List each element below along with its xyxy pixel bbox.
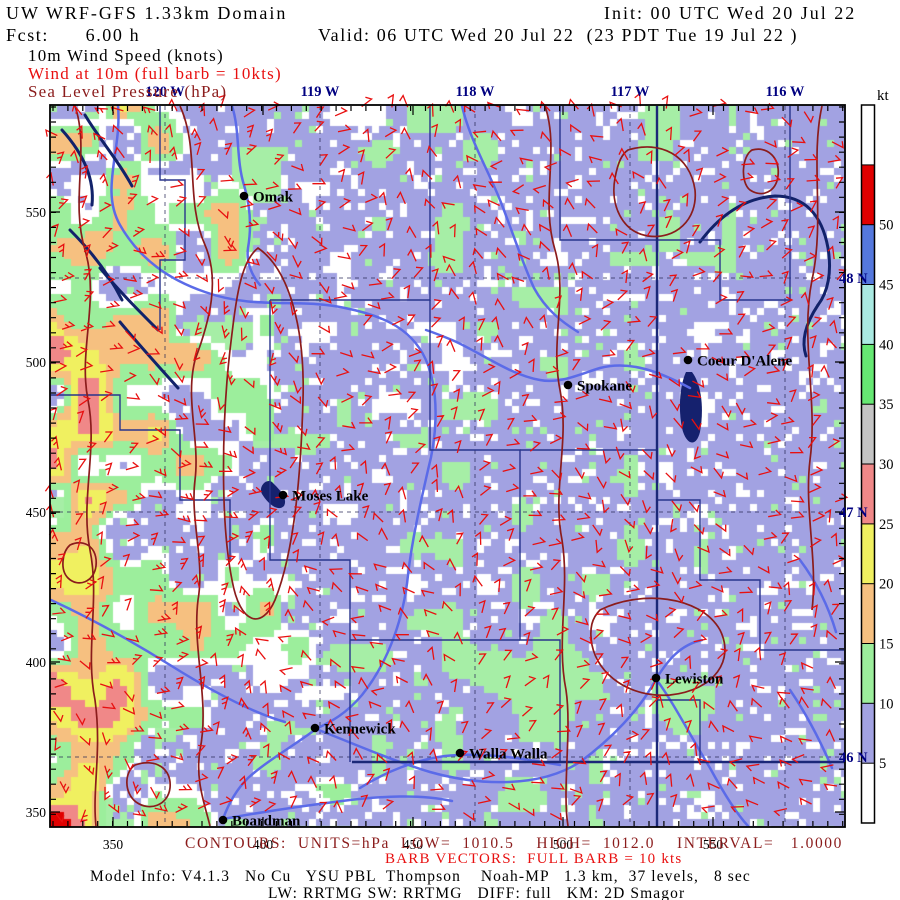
mountain-rivers [60,113,832,390]
longitude-labels: 120 W 119 W 118 W 117 W 116 W [145,84,805,100]
city-label: Lewiston [665,672,724,688]
svg-text:119 W: 119 W [301,84,340,100]
barb-legend-line: BARB VECTORS: FULL BARB = 10 kts [385,851,683,867]
city-dot [455,748,465,758]
svg-text:45: 45 [879,278,894,294]
city-label: Walla Walla [469,747,548,763]
page-title: UW WRF-GFS 1.33km Domain [6,3,288,23]
svg-text:550: 550 [26,205,47,220]
svg-text:500: 500 [26,355,47,370]
svg-text:117 W: 117 W [611,84,650,100]
city-dot [683,355,693,365]
svg-text:35: 35 [879,397,894,413]
city-label: Moses Lake [292,489,369,505]
axis-ticks [51,106,844,826]
svg-text:40: 40 [879,337,894,353]
field-wind-barb-label: Wind at 10m (full barb = 10kts) [28,64,282,83]
svg-text:550: 550 [703,837,724,852]
svg-text:450: 450 [26,505,47,520]
svg-text:400: 400 [26,655,47,670]
svg-text:46 N: 46 N [839,750,868,766]
valid-time-label: Valid: 06 UTC Wed 20 Jul 22 (23 PDT Tue … [318,25,799,45]
svg-text:350: 350 [103,837,124,852]
svg-text:10: 10 [879,696,894,712]
colorbar-title: kt [877,88,890,104]
city-label: Boardman [232,814,301,830]
svg-text:120 W: 120 W [145,84,185,100]
city-dot [310,723,320,733]
svg-text:450: 450 [403,837,424,852]
city-label: Omak [253,190,294,206]
axis-labels: 350 400 450 500 550 550 500 450 400 350 [26,205,724,852]
forecast-hour-label: Fcst: 6.00 h [6,25,141,45]
field-slp-label: Sea Level Pressure (hPa) [28,82,228,101]
svg-text:47 N: 47 N [839,505,868,521]
wind-barbs [44,92,849,824]
pressure-contours [62,105,823,827]
svg-text:400: 400 [253,837,274,852]
svg-text:30: 30 [879,457,894,473]
svg-text:500: 500 [553,837,574,852]
city-markers: Omak Spokane Coeur D'Alene Moses Lake Lewist… [218,190,792,830]
svg-text:350: 350 [26,805,47,820]
svg-text:116 W: 116 W [766,84,805,100]
city-label: Coeur D'Alene [697,354,792,370]
city-label: Spokane [577,379,632,395]
init-time-label: Init: 00 UTC Wed 20 Jul 22 [604,3,857,23]
colorbar: 50 45 40 35 30 25 20 15 10 5 kt [860,88,894,824]
city-dot [563,380,573,390]
graticule [51,106,844,826]
model-info-line2: LW: RRTMG SW: RRTMG DIFF: full KM: 2D Sm… [268,885,686,900]
county-borders [51,106,844,762]
city-dot [239,191,249,201]
contour-stats-line: CONTOURS: UNITS=hPa LOW= 1010.5 HIGH= 10… [185,835,843,852]
rivers [49,104,838,828]
latitude-labels: 48 N 47 N 46 N [839,271,868,766]
svg-text:50: 50 [879,218,894,234]
svg-text:48 N: 48 N [839,271,868,287]
svg-text:118 W: 118 W [456,84,495,100]
state-borders [352,106,844,827]
svg-text:5: 5 [879,756,886,772]
svg-text:20: 20 [879,577,894,593]
svg-text:25: 25 [879,517,894,533]
map-frame [49,104,846,828]
svg-text:15: 15 [879,637,894,653]
city-dot [218,815,228,825]
city-dot [278,490,288,500]
field-wind-speed-label: 10m Wind Speed (knots) [28,46,224,65]
city-label: Kennewick [324,722,396,738]
city-dot [651,673,661,683]
model-info-line1: Model Info: V4.1.3 No Cu YSU PBL Thompso… [90,868,751,885]
